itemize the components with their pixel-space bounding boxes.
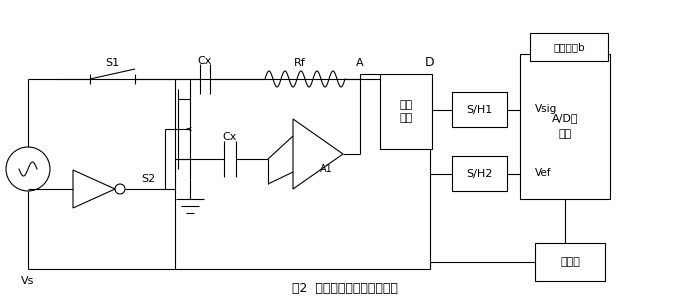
Text: S/H2: S/H2: [466, 169, 493, 179]
Text: S1: S1: [105, 58, 119, 68]
Bar: [535, 243, 605, 281]
Text: Cx: Cx: [198, 56, 212, 66]
Bar: [520, 54, 610, 199]
Text: D: D: [425, 57, 435, 69]
Text: A: A: [356, 58, 364, 68]
Text: S/H1: S/H1: [466, 104, 493, 115]
Bar: [452, 156, 507, 191]
Bar: [452, 92, 507, 127]
Text: Cx: Cx: [223, 132, 237, 142]
Text: 图2  数字输出型信号处理电路: 图2 数字输出型信号处理电路: [292, 283, 398, 295]
Text: A1: A1: [320, 164, 332, 174]
Text: Vef: Vef: [535, 169, 551, 179]
Text: 控制器: 控制器: [560, 257, 580, 267]
Bar: [530, 33, 608, 61]
Text: 数字输出b: 数字输出b: [553, 42, 585, 52]
Text: 检波
电路: 检波 电路: [399, 100, 413, 123]
Text: 换器: 换器: [558, 129, 571, 140]
Text: Vs: Vs: [21, 276, 35, 286]
Text: S2: S2: [141, 174, 155, 184]
Text: Vsig: Vsig: [535, 104, 557, 115]
Text: Rf: Rf: [294, 58, 306, 68]
Bar: [380, 74, 432, 149]
Text: A/D转: A/D转: [551, 114, 578, 123]
